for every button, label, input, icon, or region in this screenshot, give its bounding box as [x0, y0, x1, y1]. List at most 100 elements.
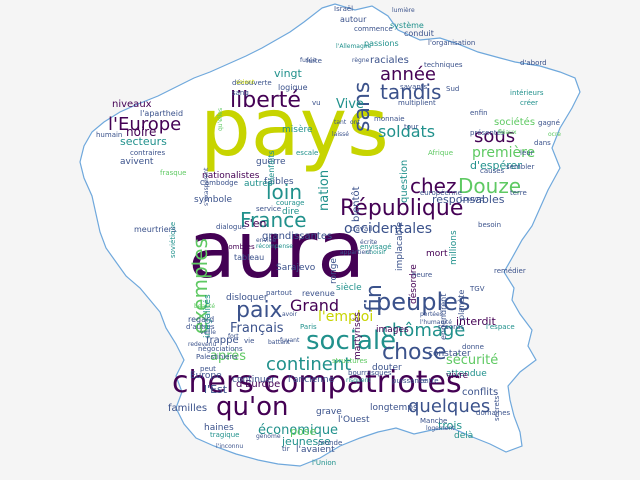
word-techniques: techniques	[424, 61, 463, 69]
word-l-europe: l'Europe	[108, 114, 182, 135]
word-appartient: appartient	[340, 249, 372, 256]
word-l-emploi: l'emploi	[318, 309, 374, 325]
word-l-humanite: l'humanité	[420, 319, 452, 326]
word-aura: aura	[188, 206, 366, 296]
word-douter: douter	[372, 363, 402, 373]
word-soldats: soldats	[378, 122, 436, 141]
word-conduit: conduit	[404, 29, 434, 38]
word-fusee: fusée	[300, 57, 317, 64]
word-raciales: raciales	[370, 55, 409, 66]
word-sociale: sociale	[306, 326, 397, 356]
word-fin: fin	[362, 284, 387, 312]
word-travail: travail	[350, 225, 373, 233]
word-ecrite: écrite	[360, 239, 378, 246]
word-symbole: symbole	[194, 195, 233, 205]
word-monde: monde	[318, 439, 343, 447]
word-lumiere: lumière	[392, 7, 415, 14]
word-france: France	[240, 208, 307, 232]
word-interieurs: intérieurs	[510, 89, 544, 97]
word-domaines: domaines	[476, 409, 511, 417]
word-europeenne: européenne	[420, 189, 462, 197]
word-secteurs: secteurs	[120, 135, 167, 148]
word-remedier: remédier	[494, 267, 526, 275]
word-courage: courage	[276, 199, 305, 207]
word-interdit: interdit	[456, 315, 496, 328]
word-d-autres: d'autres	[186, 323, 215, 331]
word-battant: battant	[268, 339, 291, 346]
word-avoir: avoir	[282, 311, 298, 318]
word-fleaux: fléaux	[498, 129, 517, 136]
word-meurtriers: meurtriers	[134, 225, 177, 234]
word-ont: ont	[350, 119, 360, 126]
word-enviee: enviée	[256, 237, 277, 244]
word-veille: veille	[200, 329, 216, 336]
word-paix: paix	[236, 298, 283, 323]
word-ronge: ronge	[329, 258, 339, 284]
word-tandis: tandis	[380, 80, 442, 104]
word-l-est: l'Est	[204, 383, 228, 396]
word-francais: Français	[230, 321, 284, 336]
word-envisage: envisagé	[360, 243, 392, 251]
word-presentes: présentes	[470, 129, 505, 137]
word-tableau: tableau	[234, 253, 265, 262]
word-pose: pose	[290, 425, 317, 438]
word-logement: logement	[426, 425, 455, 432]
word-israel: Israël	[334, 5, 354, 13]
word-redevenu: redevenu	[188, 341, 217, 348]
word-recompense: récompense	[256, 243, 293, 250]
word-soient: soient	[236, 79, 255, 86]
word-portees: portées	[420, 311, 443, 318]
word-dialogue: dialogue	[216, 223, 247, 231]
word-fuite: fuite	[306, 57, 322, 65]
word-noire: noire	[126, 125, 157, 139]
word-nation: nation	[317, 169, 332, 211]
word-bourrasques: bourrasques	[348, 369, 392, 377]
word-bienfaits: bienfaits	[267, 150, 276, 185]
word-bientot: bientôt	[351, 186, 362, 222]
word-fuyant: fuyant	[280, 337, 300, 344]
word-vie: vie	[244, 337, 255, 345]
word-longtemps: longtemps	[370, 403, 418, 413]
word-economique: économique	[258, 423, 339, 438]
word-multiplient: multiplient	[398, 99, 436, 107]
word-apres: après	[210, 349, 247, 364]
word-structures: structures	[332, 357, 368, 365]
word-implacable: implacable	[395, 221, 405, 271]
word-continent: continent	[266, 354, 352, 375]
word-grave: grave	[316, 407, 342, 417]
word-conflits: conflits	[462, 387, 499, 398]
word-puissance: puissance	[392, 377, 427, 385]
word-europe: Europe	[190, 371, 222, 381]
word-dela: delà	[454, 431, 474, 441]
word-paris: Paris	[300, 323, 317, 331]
word-constater: constater	[428, 349, 471, 359]
word-quelques: quelques	[408, 396, 491, 417]
word-humain: humain	[96, 131, 123, 139]
word-qu-on: qu'on	[216, 392, 289, 422]
word-attendue: attendue	[446, 369, 487, 379]
word-dire: dire	[282, 207, 300, 217]
word-afrique: Afrique	[428, 149, 454, 157]
word-tour: tour	[404, 123, 419, 131]
word-chers-compatriotes: chers compatriotes	[172, 365, 462, 400]
word-premiere: première	[472, 145, 536, 161]
word-frasque: frasque	[160, 169, 187, 177]
word-s-en: s'en	[244, 217, 267, 230]
word-sembler: sembler	[506, 163, 535, 171]
word-donne: donne	[462, 343, 484, 351]
word-autres: autres	[244, 179, 273, 189]
word-jeunesse: jeunesse	[282, 435, 331, 448]
word-revenue: revenue	[302, 289, 335, 298]
word-l-avaient: l'avaient	[296, 445, 335, 455]
word-decouverte: découverte	[232, 79, 272, 87]
word-liberte: liberté	[230, 88, 301, 113]
word-l-apartheid: l'apartheid	[140, 109, 184, 118]
word-annee: année	[380, 64, 436, 85]
word-avivent: avivent	[120, 157, 154, 167]
word-besoin: besoin	[478, 221, 502, 229]
word-vu: vu	[312, 99, 321, 107]
word-regne: règne	[352, 57, 370, 64]
word-systeme: système	[390, 21, 424, 30]
word-grandissantes: grandissantes	[262, 231, 333, 242]
